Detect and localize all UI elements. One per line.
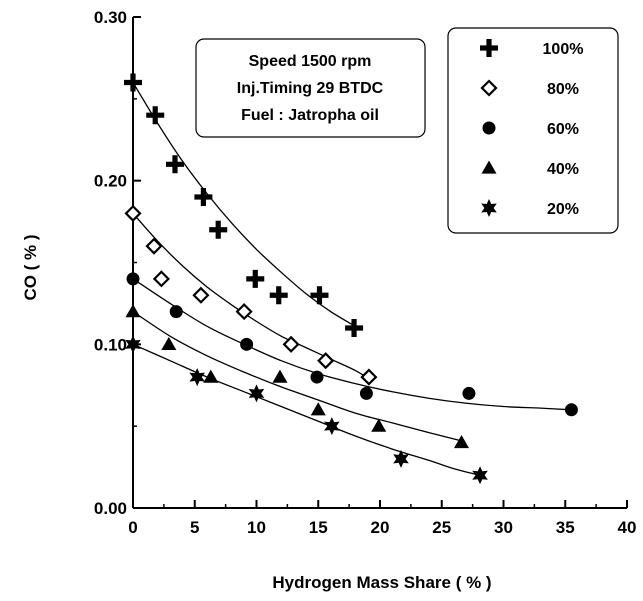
x-tick-label: 15 [309, 518, 328, 537]
data-point-40pct [272, 369, 288, 383]
y-tick-label: 0.30 [94, 8, 127, 27]
y-axis-title: CO ( % ) [21, 234, 40, 300]
data-point-80pct [317, 352, 335, 370]
y-tick-label: 0.10 [94, 335, 127, 354]
data-point-80pct [192, 286, 210, 304]
data-point-100pct [146, 106, 165, 125]
data-point-20pct [248, 384, 265, 403]
annotation-line: Speed 1500 rpm [249, 53, 372, 70]
x-axis-title: Hydrogen Mass Share ( % ) [272, 573, 491, 592]
data-point-80pct [282, 335, 300, 353]
legend-label: 100% [543, 41, 584, 58]
data-point-100pct [345, 318, 364, 337]
legend-box [447, 27, 619, 234]
data-point-60pct [126, 272, 140, 286]
legend-marker-60pct [482, 121, 496, 135]
data-point-80pct [152, 270, 170, 288]
fit-curve-40pct [132, 311, 462, 442]
legend-marker-100pct [480, 39, 498, 57]
data-point-100pct [310, 286, 329, 305]
legend-label: 60% [547, 121, 579, 138]
y-tick-label: 0.20 [94, 172, 127, 191]
data-point-40pct [310, 402, 326, 416]
data-point-80pct [124, 204, 142, 222]
data-point-40pct [371, 418, 387, 432]
data-point-100pct [246, 269, 265, 288]
x-tick-label: 20 [371, 518, 390, 537]
data-point-100pct [209, 220, 228, 239]
data-point-20pct [125, 335, 141, 354]
data-point-100pct [124, 73, 142, 92]
y-tick-label: 0.00 [94, 499, 127, 518]
legend-marker-80pct [480, 79, 498, 97]
data-point-100pct [165, 155, 184, 174]
data-point-20pct [189, 368, 206, 387]
annotation-line: Inj.Timing 29 BTDC [237, 80, 384, 97]
data-point-40pct [161, 336, 177, 350]
data-point-60pct [169, 305, 183, 319]
data-point-40pct [203, 369, 219, 383]
data-point-80pct [145, 237, 163, 255]
data-point-100pct [194, 188, 213, 207]
data-point-40pct [454, 435, 470, 449]
data-point-60pct [359, 386, 373, 400]
x-tick-label: 10 [247, 518, 266, 537]
fit-curve-20pct [132, 343, 481, 476]
data-point-60pct [240, 337, 254, 351]
legend-label: 20% [547, 201, 579, 218]
tick-labels: 0 5 10 15 20 25 30 35 40 0.00 0.10 0.20 0.30 [94, 8, 637, 537]
x-tick-label: 30 [494, 518, 513, 537]
legend-marker-20pct [481, 199, 497, 217]
x-tick-label: 5 [190, 518, 199, 537]
annotation-box [195, 38, 426, 138]
data-point-20pct [324, 417, 340, 436]
annotation-line: Fuel : Jatropha oil [241, 107, 379, 124]
axes [132, 16, 628, 509]
legend-marker-40pct [481, 160, 497, 174]
fit-curve-80pct [132, 212, 370, 380]
data-point-60pct [462, 386, 476, 400]
data-point-80pct [360, 368, 378, 386]
x-tick-label: 40 [618, 518, 637, 537]
data-point-100pct [269, 286, 288, 305]
data-point-60pct [564, 403, 578, 417]
data-point-40pct [125, 304, 141, 318]
data-point-20pct [393, 449, 409, 468]
legend-label: 80% [547, 81, 579, 98]
conditions-annotation: Speed 1500 rpm Inj.Timing 29 BTDC Fuel : J… [195, 38, 426, 138]
data-point-20pct [472, 466, 488, 485]
fit-curve-60pct [132, 278, 572, 411]
x-tick-label: 25 [432, 518, 451, 537]
data-point-60pct [310, 370, 324, 384]
legend: 100% 80% 60% 40% 20% [447, 27, 619, 234]
data-point-80pct [235, 303, 253, 321]
x-tick-label: 35 [556, 518, 575, 537]
x-tick-label: 0 [128, 518, 137, 537]
legend-label: 40% [547, 161, 579, 178]
data-points [124, 73, 578, 485]
